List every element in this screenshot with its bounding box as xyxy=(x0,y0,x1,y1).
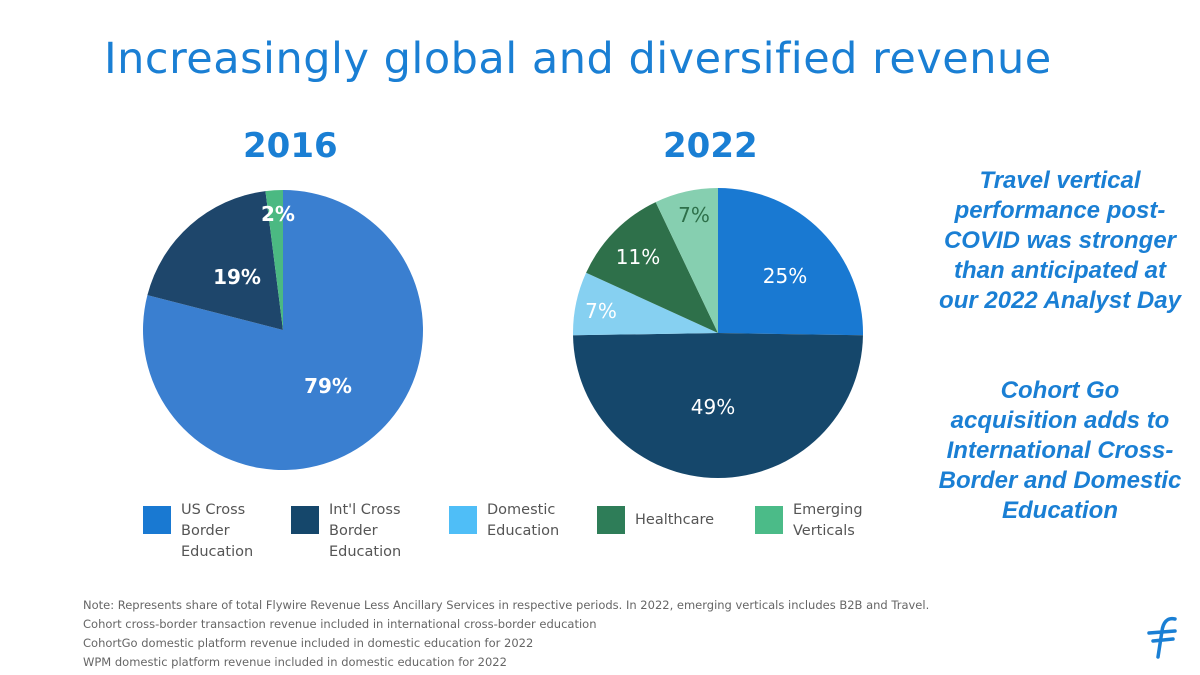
pie-label-2022-2: 7% xyxy=(585,299,617,323)
legend-item-emerging-verticals: Emerging Verticals xyxy=(755,500,863,542)
pie-chart-2016: 79% 19% 2% xyxy=(143,189,424,470)
legend-label: Int'l Cross Border Education xyxy=(329,502,402,560)
pie-slice-2016-1 xyxy=(147,191,283,330)
pie-label-2022-1: 49% xyxy=(691,395,735,419)
pie-slice-2022-0 xyxy=(718,188,863,336)
chart-legend: US Cross Border Education Int'l Cross Bo… xyxy=(143,500,903,560)
side-note-cohort-go: Cohort Go acquisition adds to Internatio… xyxy=(938,377,1182,524)
footnote-line: Cohort cross-border transaction revenue … xyxy=(83,617,597,631)
legend-label: Healthcare xyxy=(635,512,715,528)
pie-label-2016-1: 19% xyxy=(213,265,261,289)
pie-label-2022-3: 11% xyxy=(616,245,660,269)
pie-slice-2022-1 xyxy=(573,333,863,478)
legend-swatch xyxy=(291,506,319,534)
pie-slice-2022-2 xyxy=(573,272,718,336)
pie-slice-2016-0 xyxy=(143,189,424,470)
legend-label: Emerging Verticals xyxy=(793,502,863,539)
side-note-travel: Travel vertical performance post-COVID w… xyxy=(939,167,1181,314)
page-title: Increasingly global and diversified reve… xyxy=(104,34,1052,84)
pie-label-2022-4: 7% xyxy=(678,203,710,227)
legend-swatch xyxy=(755,506,783,534)
pie-slice-2022-4 xyxy=(655,188,718,333)
legend-swatch xyxy=(449,506,477,534)
chart-2022-title: 2022 xyxy=(663,126,758,166)
legend-swatch xyxy=(597,506,625,534)
legend-label: Domestic Education xyxy=(487,502,560,539)
pie-chart-2022: 25% 49% 7% 11% 7% xyxy=(573,188,863,478)
legend-item-domestic-education: Domestic Education xyxy=(449,500,559,542)
footnote-line: CohortGo domestic platform revenue inclu… xyxy=(83,636,534,650)
chart-2016-title: 2016 xyxy=(243,126,338,166)
legend-item-healthcare: Healthcare xyxy=(597,500,714,534)
pie-label-2022-0: 25% xyxy=(763,264,807,288)
legend-label: US Cross Border Education xyxy=(181,502,254,560)
footnotes: Note: Represents share of total Flywire … xyxy=(83,596,929,672)
pie-slice-2016-2 xyxy=(265,190,283,330)
footnote-line: Note: Represents share of total Flywire … xyxy=(83,598,930,612)
legend-item-intl-cross-border: Int'l Cross Border Education xyxy=(291,500,401,563)
footnote-line: WPM domestic platform revenue included i… xyxy=(83,655,507,669)
flywire-logo-icon xyxy=(1147,616,1177,659)
pie-label-2016-0: 79% xyxy=(304,374,352,398)
pie-slice-2022-3 xyxy=(586,202,718,333)
legend-swatch xyxy=(143,506,171,534)
pie-label-2016-2: 2% xyxy=(261,202,295,226)
legend-item-us-cross-border: US Cross Border Education xyxy=(143,500,253,563)
